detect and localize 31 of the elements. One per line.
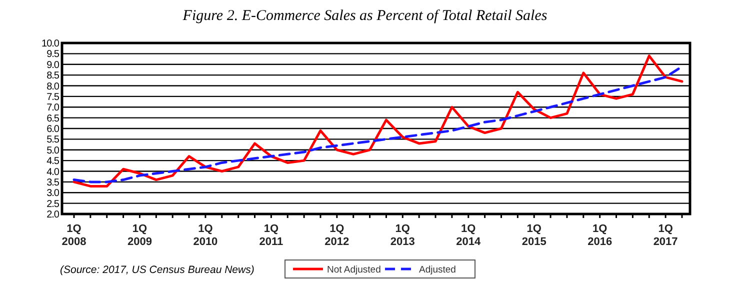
- y-tick-label: 3.0: [46, 188, 60, 200]
- y-tick-label: 5.0: [46, 145, 60, 156]
- x-tick-label: 1Q 2014: [456, 223, 482, 248]
- y-tick-label: 7.0: [46, 102, 60, 114]
- chart-title: Figure 2. E-Commerce Sales as Percent of Total Retail Sales: [182, 8, 548, 24]
- y-tick-label: 2.0: [46, 210, 60, 220]
- x-tick-label: 1Q 2011: [259, 223, 284, 248]
- y-tick-label: 2.5: [46, 198, 60, 210]
- y-tick-label: 8.0: [46, 81, 60, 92]
- y-tick-label: 5.5: [46, 134, 60, 146]
- y-tick-label: 3.5: [46, 177, 60, 188]
- y-tick-label: 7.5: [46, 92, 60, 103]
- y-tick-label: 6.0: [46, 124, 60, 135]
- x-tick-label: 1Q 2013: [390, 223, 415, 248]
- y-tick-label: 6.5: [46, 113, 60, 124]
- text: (Source: 2017, US Census Bureau News): [60, 264, 254, 276]
- y-tick-label: 9.5: [46, 49, 60, 60]
- x-tick-label: 1Q 2010: [193, 223, 218, 248]
- y-tick-label: 9.0: [46, 60, 60, 71]
- x-tick-label: 1Q 2015: [522, 223, 546, 248]
- x-tick-label: 1Q 2012: [324, 223, 350, 248]
- x-tick-label: 1Q 2009: [127, 223, 152, 248]
- legend-label: Not Adjusted: [327, 264, 381, 276]
- y-tick-label: 8.5: [46, 70, 60, 82]
- y-tick-label: 4.0: [46, 166, 60, 178]
- legend-label: Adjusted: [419, 264, 456, 276]
- y-tick-label: 4.5: [46, 156, 60, 168]
- y-tick-label: 10.0: [42, 38, 60, 50]
- x-tick-label: 1Q 2017: [653, 223, 678, 248]
- x-tick-label: 1Q 2016: [588, 223, 612, 248]
- x-tick-label: 1Q 2008: [62, 223, 86, 248]
